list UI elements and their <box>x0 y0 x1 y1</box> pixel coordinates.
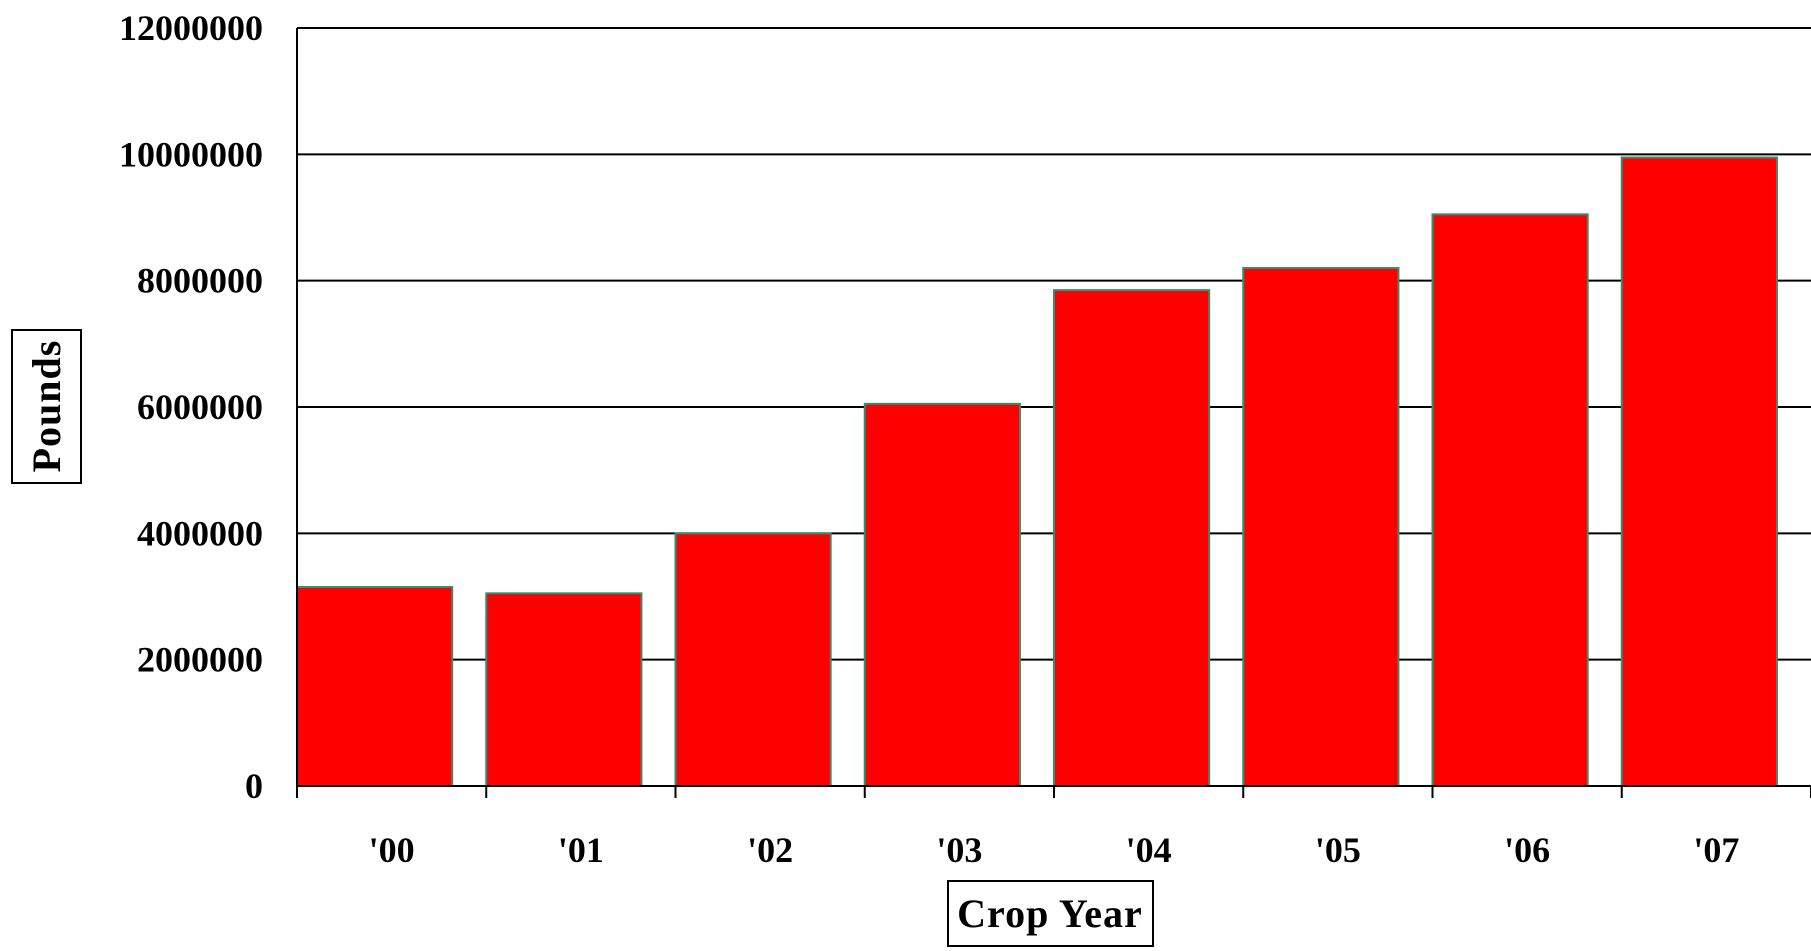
y-axis-title: Pounds <box>24 340 69 473</box>
bar-04 <box>1053 289 1211 787</box>
bar-06 <box>1431 213 1589 787</box>
x-tick-label: '04 <box>1126 830 1172 870</box>
bar-01 <box>485 592 643 788</box>
x-tick-label: '00 <box>369 830 415 870</box>
x-tick-label: '05 <box>1315 830 1361 870</box>
x-tick-label: '03 <box>936 830 982 870</box>
bar-00 <box>296 586 454 788</box>
x-tick-labels: '00 '01 '02 '03 '04 '05 '06 '07 <box>369 830 1740 870</box>
y-tick-label: 4000000 <box>137 513 263 553</box>
axes <box>296 28 1811 798</box>
x-tick-label: '02 <box>747 830 793 870</box>
x-axis-title-group: Crop Year <box>947 880 1154 947</box>
y-tick-label: 10000000 <box>119 134 263 174</box>
x-tick-label: '07 <box>1693 830 1739 870</box>
bars <box>296 156 1778 788</box>
bar-03 <box>863 402 1021 787</box>
y-tick-labels: 0 2000000 4000000 6000000 8000000 10000000 120… <box>119 8 263 806</box>
x-tick-label: '01 <box>558 830 604 870</box>
x-axis-title: Crop Year <box>957 891 1143 936</box>
x-tick-label: '06 <box>1504 830 1550 870</box>
y-tick-label: 2000000 <box>137 640 263 680</box>
y-axis-title-group: Pounds <box>11 329 82 484</box>
y-tick-label: 6000000 <box>137 387 263 427</box>
y-tick-label: 8000000 <box>137 261 263 301</box>
x-axis-title-box <box>947 880 1154 947</box>
bar-02 <box>674 532 832 787</box>
y-tick-label: 0 <box>245 766 263 806</box>
y-tick-label: 12000000 <box>119 8 263 48</box>
y-axis-title-box <box>11 329 82 484</box>
bar-05 <box>1242 267 1400 787</box>
bar-07 <box>1620 156 1778 788</box>
